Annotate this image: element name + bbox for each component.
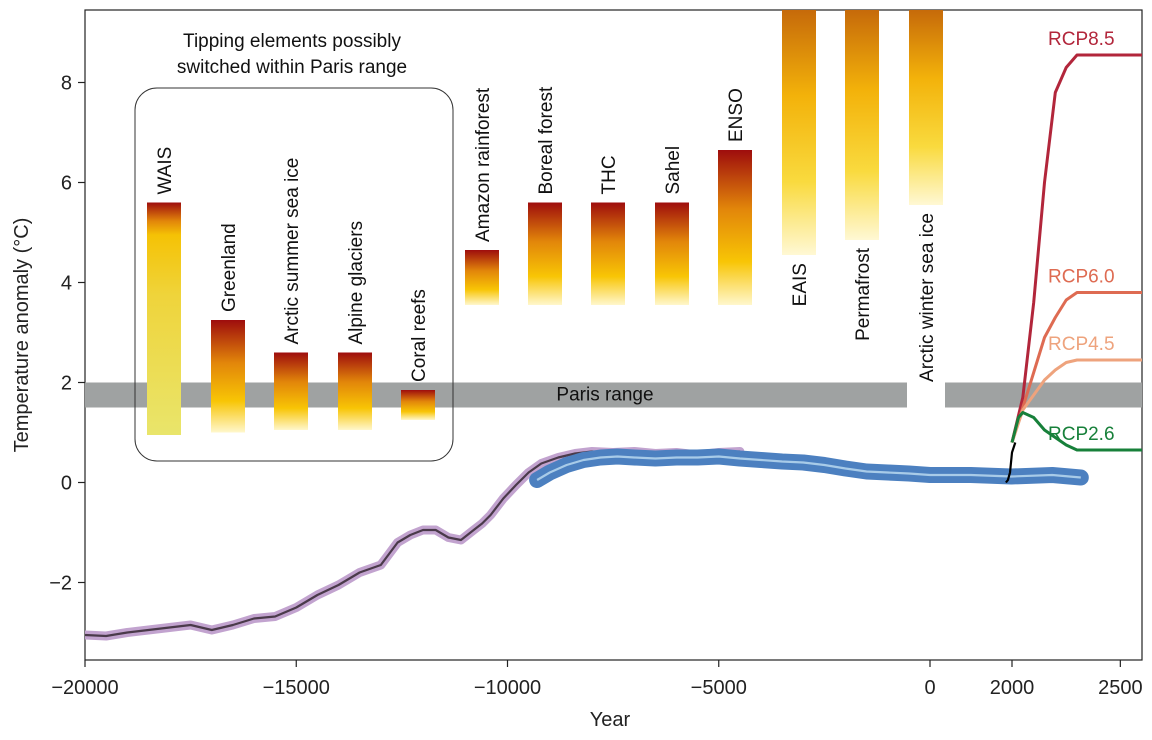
x-tick-label: 0: [924, 677, 935, 699]
tipping-bar: [909, 10, 943, 205]
tipping-bar: [528, 202, 562, 305]
reconstruction-band: [85, 447, 745, 641]
y-tick-label: 4: [61, 273, 72, 295]
y-tick-label: 0: [61, 473, 72, 495]
x-tick-label: −5000: [691, 677, 747, 699]
tipping-bar: [782, 10, 816, 255]
paris-band-right: [945, 382, 1142, 408]
tipping-label: Amazon rainforest: [473, 87, 494, 242]
tipping-label: EAIS: [790, 263, 811, 306]
y-tick-label: 2: [61, 373, 72, 395]
y-axis: −2 0 2 4 6 8: [49, 73, 85, 595]
tipping-bar: [655, 202, 689, 305]
group-label-line: switched within Paris range: [177, 57, 407, 78]
tipping-label: THC: [599, 155, 620, 194]
tipping-label: Alpine glaciers: [346, 221, 367, 345]
tipping-bar: [591, 202, 625, 305]
scenario-line: [1010, 358, 1142, 443]
tipping-bar: [845, 10, 879, 240]
tipping-element-bars: WAIS Greenland Arctic summer sea ice Alpine…: [147, 10, 943, 435]
group-label-line: Tipping elements possibly: [183, 31, 401, 52]
x-tick-label: 2500: [1098, 677, 1143, 699]
temperature-series: [85, 53, 1142, 641]
scenario-label: RCP4.5: [1048, 334, 1115, 355]
scenario-line: [1010, 53, 1142, 443]
tipping-bar: [338, 352, 372, 430]
x-tick-label: −15000: [263, 677, 330, 699]
plot-frame: [84, 9, 1143, 661]
scenario-label: RCP6.0: [1048, 267, 1115, 288]
tipping-bar: [211, 320, 245, 433]
scenario-line: [1010, 411, 1142, 452]
tipping-bar: [274, 352, 308, 430]
tipping-label: Arctic summer sea ice: [282, 158, 303, 345]
scenario-label: RCP8.5: [1048, 29, 1115, 50]
instrumental-line: [1005, 442, 1017, 484]
tipping-label: Greenland: [219, 223, 240, 312]
tipping-label: WAIS: [155, 147, 176, 195]
x-axis-title: Year: [590, 709, 631, 731]
paris-band-left: [85, 382, 907, 408]
tipping-label: Sahel: [663, 146, 684, 195]
tipping-label: ENSO: [726, 88, 747, 142]
x-tick-label: 2000: [990, 677, 1035, 699]
scenario-line: [1010, 291, 1142, 443]
tipping-bar: [147, 202, 181, 435]
tipping-label: Arctic winter sea ice: [917, 213, 938, 382]
tipping-label: Boreal forest: [536, 86, 557, 194]
y-tick-label: 8: [61, 73, 72, 95]
paris-range-label: Paris range: [556, 385, 653, 406]
paris-tipping-group: Tipping elements possibly switched within…: [134, 31, 454, 462]
tipping-bar: [401, 390, 435, 420]
x-tick-label: −10000: [474, 677, 541, 699]
reconstruction-line: [85, 450, 740, 638]
tipping-bar: [718, 150, 752, 305]
scenario-labels: RCP8.5 RCP6.0 RCP4.5 RCP2.6: [1048, 29, 1115, 445]
y-axis-title: Temperature anomaly (°C): [11, 218, 33, 453]
group-box: [134, 87, 454, 462]
y-tick-label: −2: [49, 573, 72, 595]
x-tick-label: −20000: [51, 677, 118, 699]
x-axis: −20000 −15000 −10000 −5000 0 2000 2500: [51, 660, 1143, 699]
scenario-label: RCP2.6: [1048, 424, 1115, 445]
holocene-line: [536, 455, 1081, 481]
tipping-bar: [465, 250, 499, 305]
y-tick-label: 6: [61, 173, 72, 195]
tipping-label: Coral reefs: [409, 289, 430, 382]
tipping-label: Permafrost: [853, 247, 874, 341]
